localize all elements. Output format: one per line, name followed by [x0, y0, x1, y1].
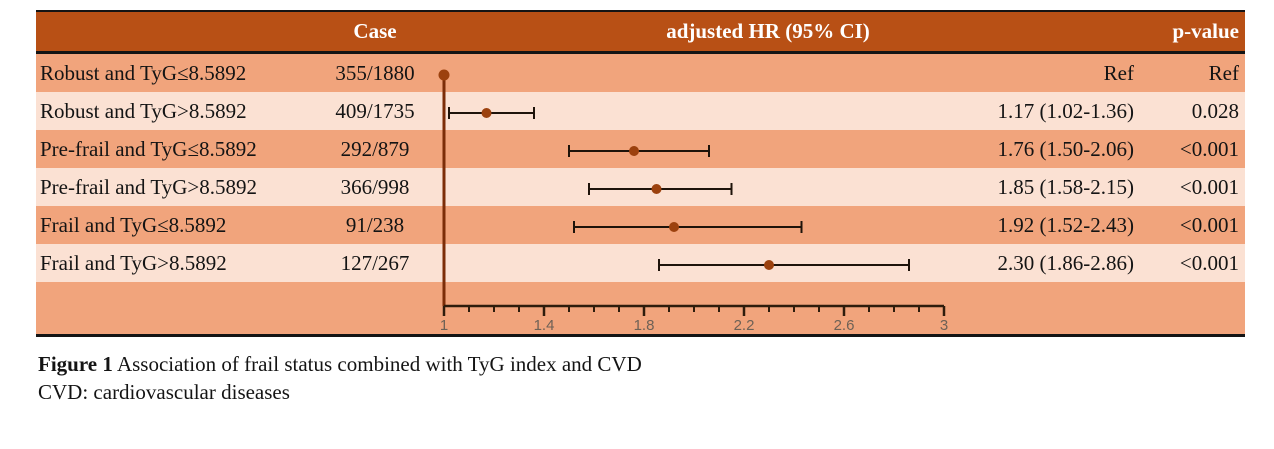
row-case: 355/1880 — [335, 61, 415, 85]
table-row: Frail and TyG≤8.5892 91/238 1.92 (1.52-2… — [36, 206, 1245, 244]
caption-title: Association of frail status combined wit… — [112, 352, 642, 376]
row-plot-area — [440, 244, 986, 282]
row-p-value: <0.001 — [1179, 213, 1239, 237]
row-p-value: Ref — [1208, 61, 1239, 85]
row-p-value: 0.028 — [1191, 99, 1239, 123]
caption-line-2: CVD: cardiovascular diseases — [38, 380, 290, 404]
col-header-case: Case — [353, 19, 397, 43]
row-hr-value: Ref — [1103, 61, 1134, 85]
table-header-row: Case adjusted HR (95% CI) p-value — [36, 12, 1245, 54]
table-row: Robust and TyG≤8.5892 355/1880 Ref Ref — [36, 54, 1245, 92]
caption-figure-number: Figure 1 — [38, 352, 113, 376]
row-p-value: <0.001 — [1179, 175, 1239, 199]
row-hr-value: 2.30 (1.86-2.86) — [997, 251, 1134, 275]
row-label: Robust and TyG≤8.5892 — [40, 61, 247, 85]
row-label: Pre-frail and TyG>8.5892 — [40, 175, 258, 199]
row-case: 91/238 — [345, 213, 405, 237]
row-hr-value: 1.17 (1.02-1.36) — [997, 99, 1134, 123]
row-p-value: <0.001 — [1179, 251, 1239, 275]
row-case: 409/1735 — [335, 99, 415, 123]
figure-caption: Figure 1 Association of frail status com… — [38, 350, 642, 406]
row-case: 292/879 — [340, 137, 410, 161]
table-row: Pre-frail and TyG>8.5892 366/998 1.85 (1… — [36, 168, 1245, 206]
table-row: Frail and TyG>8.5892 127/267 2.30 (1.86-… — [36, 244, 1245, 282]
row-case: 366/998 — [340, 175, 410, 199]
row-p-value: <0.001 — [1179, 137, 1239, 161]
row-label: Frail and TyG>8.5892 — [40, 251, 227, 275]
row-plot-area — [440, 168, 986, 206]
forest-table: Case adjusted HR (95% CI) p-value Robust… — [36, 10, 1245, 337]
axis-band — [36, 282, 1245, 334]
table-row: Robust and TyG>8.5892 409/1735 1.17 (1.0… — [36, 92, 1245, 130]
col-header-spacer — [36, 12, 310, 51]
col-header-pvalue: p-value — [1172, 19, 1239, 43]
col-header-hr: adjusted HR (95% CI) — [666, 19, 870, 43]
row-plot-area — [440, 54, 986, 92]
row-plot-area — [440, 92, 986, 130]
table-row: Pre-frail and TyG≤8.5892 292/879 1.76 (1… — [36, 130, 1245, 168]
row-hr-value: 1.76 (1.50-2.06) — [997, 137, 1134, 161]
row-plot-area — [440, 130, 986, 168]
row-label: Pre-frail and TyG≤8.5892 — [40, 137, 257, 161]
caption-line-1: Figure 1 Association of frail status com… — [38, 350, 642, 378]
row-hr-value: 1.85 (1.58-2.15) — [997, 175, 1134, 199]
row-label: Robust and TyG>8.5892 — [40, 99, 247, 123]
row-hr-value: 1.92 (1.52-2.43) — [997, 213, 1134, 237]
row-label: Frail and TyG≤8.5892 — [40, 213, 227, 237]
row-case: 127/267 — [340, 251, 410, 275]
row-plot-area — [440, 206, 986, 244]
